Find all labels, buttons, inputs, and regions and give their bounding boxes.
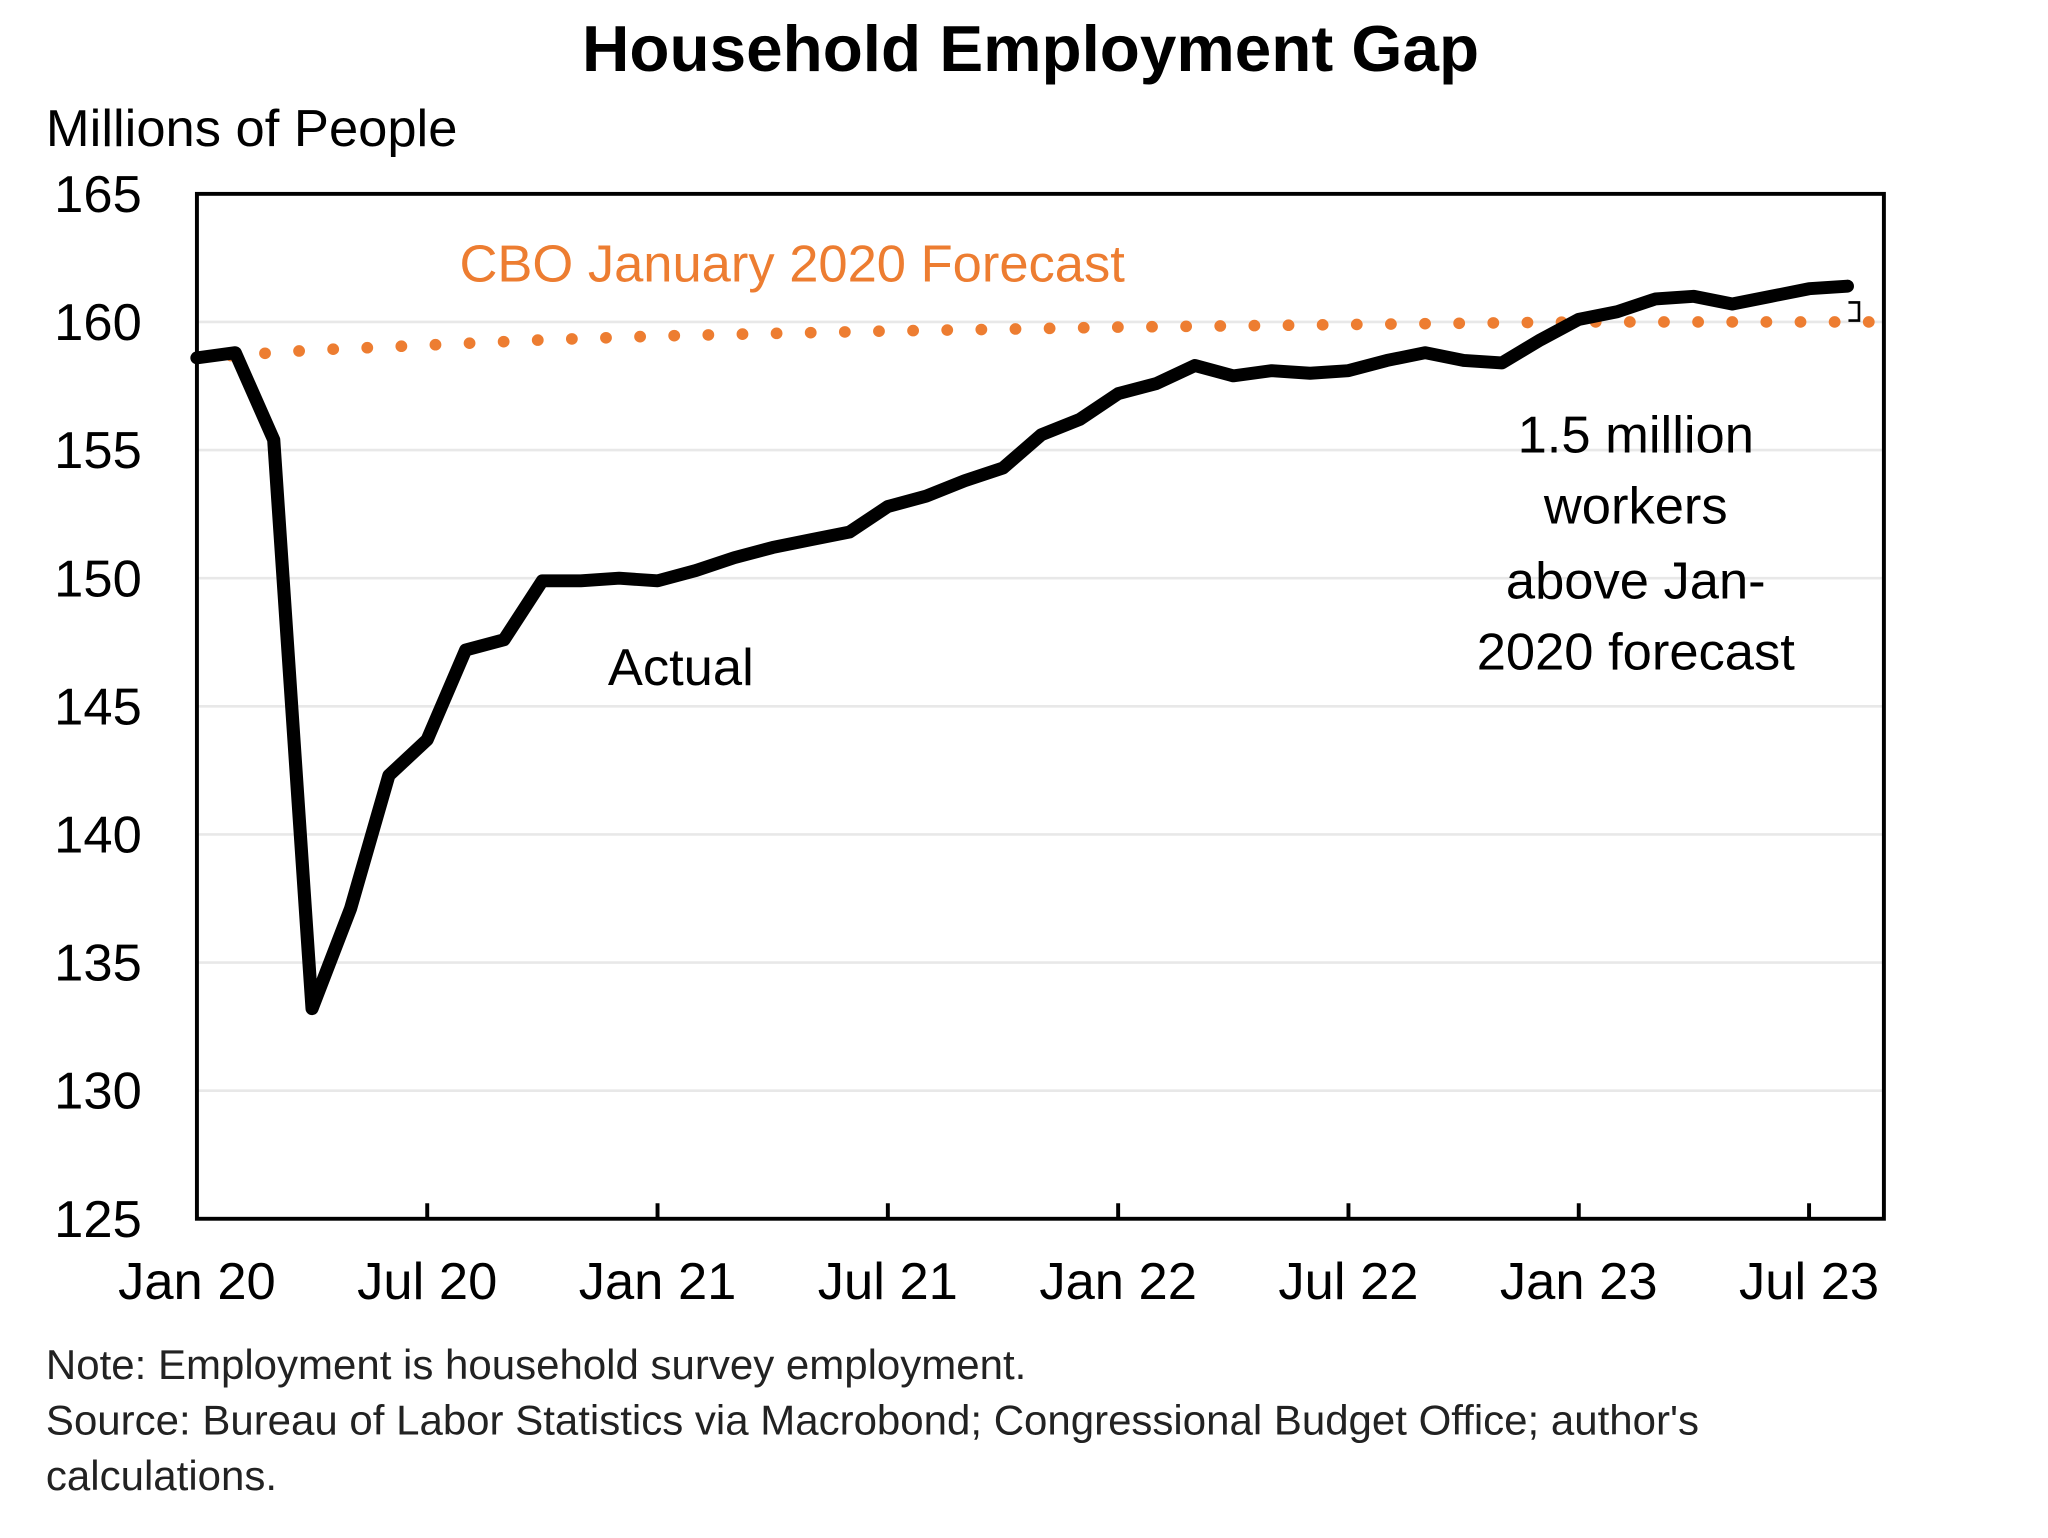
- source-line-2: calculations.: [46, 1452, 277, 1499]
- x-tick-labels: Jan 20 Jul 20 Jan 21 Jul 21 Jan 22 Jul 22 Jan …: [118, 1203, 1879, 1311]
- source-line-1: Source: Bureau of Labor Statistics via M…: [46, 1397, 1699, 1444]
- forecast-line: [191, 316, 1893, 364]
- actual-line: [190, 279, 1854, 1016]
- x-tick-label: Jan 21: [579, 1253, 737, 1311]
- note: Note: Employment is household survey emp…: [46, 1341, 1026, 1388]
- gap-line-1: 1.5 million: [1518, 407, 1754, 465]
- y-tick-label: 150: [54, 551, 142, 609]
- y-tick-label: 125: [54, 1191, 142, 1249]
- forecast-label: CBO January 2020 Forecast: [459, 236, 1125, 294]
- gap-line-4: 2020 forecast: [1477, 624, 1796, 682]
- x-tick-label: Jan 23: [1500, 1253, 1658, 1311]
- gap-line-3: above Jan-: [1506, 553, 1766, 611]
- series: [190, 279, 1893, 1016]
- actual-label: Actual: [608, 639, 754, 697]
- y-tick-label: 135: [54, 935, 142, 993]
- y-tick-label: 155: [54, 423, 142, 481]
- plot-frame: [194, 191, 1886, 1221]
- x-tick-label: Jan 20: [118, 1253, 276, 1311]
- y-tick-labels: 125 130 135 140 145 150 155 160 165: [54, 166, 142, 1248]
- y-tick-label: 165: [54, 166, 142, 224]
- y-axis-label: Millions of People: [46, 100, 457, 158]
- y-tick-label: 145: [54, 679, 142, 737]
- gap-annotation: 1.5 million workers above Jan- 2020 fore…: [1477, 407, 1796, 682]
- y-tick-label: 160: [54, 294, 142, 352]
- chart-title: Household Employment Gap: [582, 13, 1479, 85]
- gridlines: [196, 320, 1884, 1092]
- gap-line-2: workers: [1543, 478, 1728, 536]
- y-tick-label: 130: [54, 1063, 142, 1121]
- x-tick-label: Jul 21: [818, 1253, 958, 1311]
- gap-bracket-marker: [1848, 301, 1861, 322]
- x-tick-label: Jul 22: [1278, 1253, 1418, 1311]
- x-tick-label: Jul 20: [357, 1253, 497, 1311]
- x-tick-label: Jan 22: [1039, 1253, 1197, 1311]
- x-tick-label: Jul 23: [1739, 1253, 1879, 1311]
- y-tick-label: 140: [54, 807, 142, 865]
